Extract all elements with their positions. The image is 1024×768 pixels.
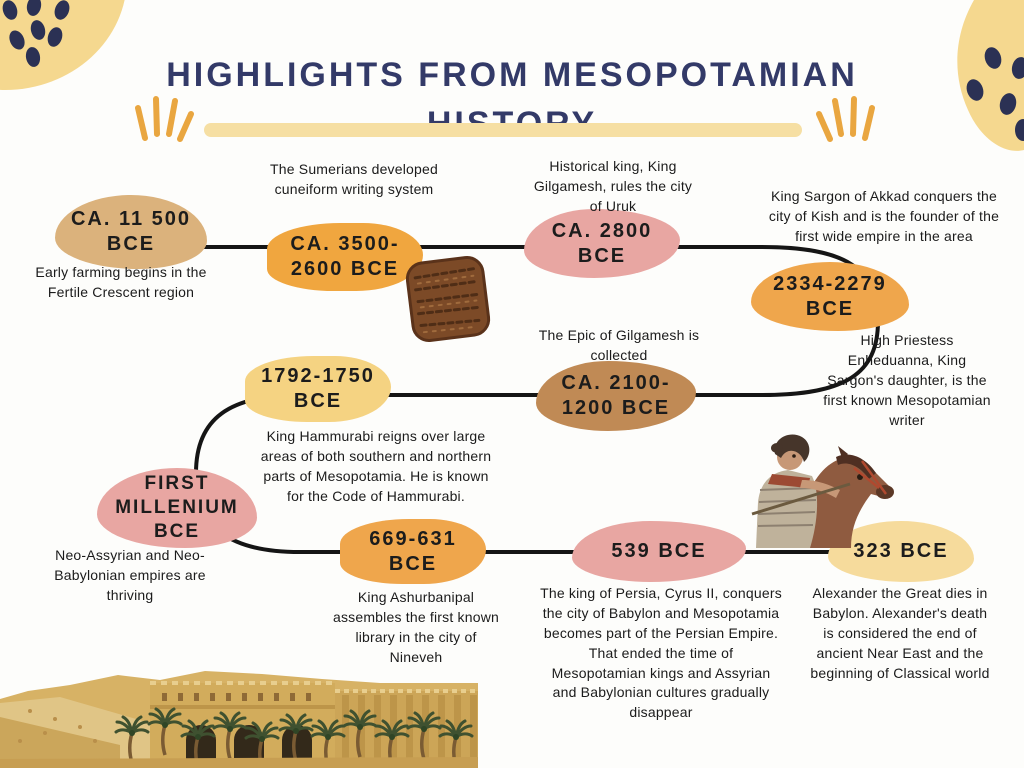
title-line-1: HIGHLIGHTS FROM MESOPOTAMIAN xyxy=(166,55,858,94)
event-description-enheduanna: High Priestess Enheduanna, King Sargon's… xyxy=(823,332,991,428)
node-date: 539 BCE xyxy=(611,540,707,562)
event-description-farming: Early farming begins in the Fertile Cres… xyxy=(35,264,207,300)
corner-blob-top-left-icon xyxy=(0,0,125,90)
sparkle-left-icon xyxy=(135,96,194,142)
event-description-gilgamesh-king: Historical king, King Gilgamesh, rules t… xyxy=(533,158,693,214)
timeline-node-ca-11500-bce: CA. 11 500 BCE xyxy=(55,195,207,269)
babylon-city-image xyxy=(0,671,478,768)
timeline-node-ca-3500-2600-bce: CA. 3500-2600 BCE xyxy=(267,223,423,291)
node-date: CA. 2100-1200 BCE xyxy=(561,372,671,419)
event-description-cyrus: The king of Persia, Cyrus II, conquers t… xyxy=(540,585,782,721)
alexander-mosaic-image xyxy=(751,434,894,548)
title-underline xyxy=(204,123,802,137)
node-date: CA. 11 500 BCE xyxy=(70,208,192,255)
event-description-hammurabi: King Hammurabi reigns over large areas o… xyxy=(260,428,492,504)
timeline-node-ca-2800-bce: CA. 2800 BCE xyxy=(524,209,680,278)
timeline-node-1792-1750-bce: 1792-1750 BCE xyxy=(245,356,391,422)
node-date: FIRST MILLENIUM BCE xyxy=(115,473,239,542)
event-description-alexander: Alexander the Great dies in Babylon. Ale… xyxy=(810,585,990,681)
node-date: 2334-2279 BCE xyxy=(773,272,887,320)
event-description-cuneiform: The Sumerians developed cuneiform writin… xyxy=(269,161,439,197)
node-date: CA. 2800 BCE xyxy=(551,219,653,267)
event-description-sargon: King Sargon of Akkad conquers the city o… xyxy=(768,188,1000,244)
timeline-node-669-631-bce: 669-631 BCE xyxy=(340,519,486,584)
timeline-node-first-millenium-bce: FIRST MILLENIUM BCE xyxy=(97,468,257,548)
node-date: 1792-1750 BCE xyxy=(261,365,375,412)
node-date: CA. 3500-2600 BCE xyxy=(290,233,400,280)
node-date: 323 BCE xyxy=(853,540,949,562)
timeline-node-ca-2100-1200-bce: CA. 2100-1200 BCE xyxy=(536,361,696,431)
node-date: 669-631 BCE xyxy=(369,527,457,575)
timeline-node-2334-2279-bce: 2334-2279 BCE xyxy=(751,262,909,331)
event-description-neo-empires: Neo-Assyrian and Neo-Babylonian empires … xyxy=(54,547,206,603)
sparkle-right-icon xyxy=(816,96,875,142)
event-description-ashurbanipal: King Ashurbanipal assembles the first kn… xyxy=(332,589,500,665)
timeline-node-539-bce: 539 BCE xyxy=(572,521,746,582)
cuneiform-tablet-image xyxy=(405,255,491,343)
corner-blob-top-right-icon xyxy=(957,0,1024,151)
event-description-epic-collected: The Epic of Gilgamesh is collected xyxy=(538,327,700,363)
